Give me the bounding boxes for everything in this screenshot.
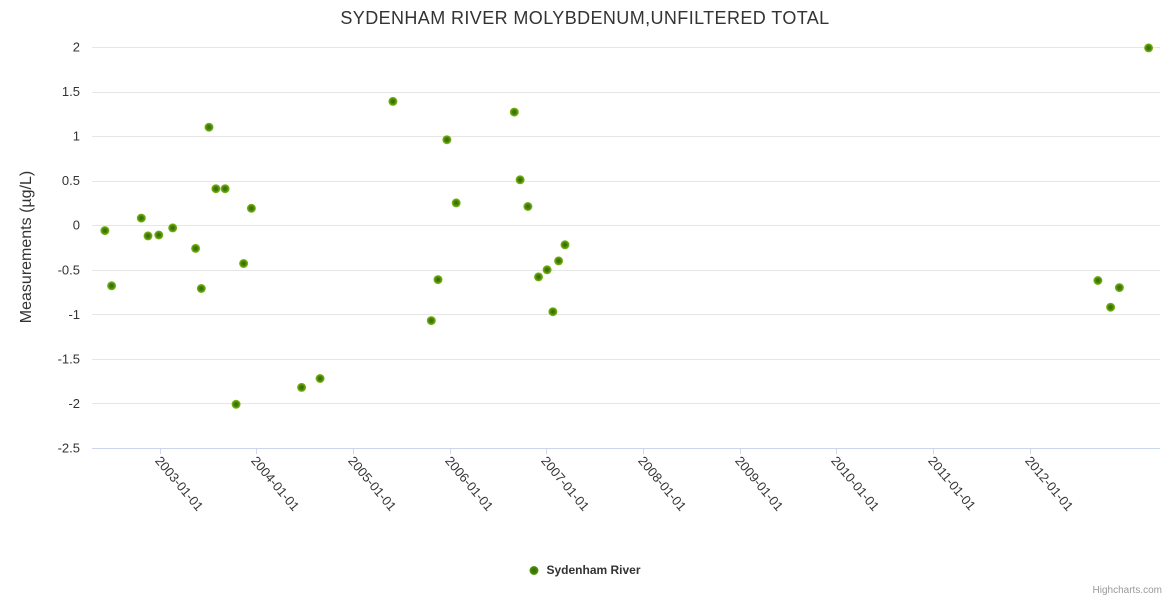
data-point[interactable] (136, 213, 146, 223)
data-point[interactable] (168, 223, 178, 233)
data-point[interactable] (442, 135, 452, 145)
x-axis-tick-label: 2007-01-01 (538, 453, 592, 514)
data-point[interactable] (220, 184, 230, 194)
y-axis-tick-label: 1 (73, 129, 80, 144)
y-axis-tick-label: -2.5 (58, 441, 80, 456)
x-axis-tick-label: 2010-01-01 (828, 453, 882, 514)
data-point[interactable] (426, 316, 436, 326)
data-point[interactable] (542, 265, 552, 275)
legend-label: Sydenham River (546, 563, 641, 577)
data-point[interactable] (239, 259, 249, 268)
y-axis-tick-label: -2 (68, 396, 80, 411)
data-point[interactable] (515, 175, 525, 185)
data-point[interactable] (534, 272, 543, 282)
data-point[interactable] (211, 184, 221, 194)
x-axis-tick-label: 2012-01-01 (1022, 453, 1076, 514)
data-point[interactable] (143, 231, 153, 241)
data-point[interactable] (315, 374, 325, 383)
y-axis-tick-label: -0.5 (58, 262, 80, 277)
data-point[interactable] (107, 281, 117, 291)
data-point[interactable] (451, 198, 461, 208)
data-point[interactable] (204, 122, 214, 132)
data-point[interactable] (548, 307, 558, 317)
data-point[interactable] (231, 399, 241, 409)
legend-marker-icon (529, 565, 539, 575)
data-point[interactable] (191, 243, 201, 253)
legend-item[interactable]: Sydenham River (529, 563, 641, 577)
data-point[interactable] (1106, 302, 1116, 312)
x-axis-tick-label: 2008-01-01 (635, 453, 689, 514)
data-point[interactable] (297, 382, 307, 392)
highcharts-credits-link[interactable]: Highcharts.com (1092, 585, 1162, 596)
data-point[interactable] (509, 107, 519, 117)
y-axis-tick-label: 2 (73, 40, 80, 55)
data-point[interactable] (154, 230, 164, 240)
x-axis-tick-label: 2005-01-01 (345, 453, 399, 514)
y-axis-tick-label: 1.5 (62, 84, 80, 99)
y-axis-tick-label: -1 (68, 307, 80, 322)
data-point[interactable] (433, 275, 443, 285)
y-axis-tick-label: 0.5 (62, 173, 80, 188)
x-axis-tick-label: 2004-01-01 (248, 453, 302, 514)
data-point[interactable] (1144, 43, 1154, 53)
data-point[interactable] (554, 256, 564, 266)
data-point[interactable] (100, 226, 110, 236)
y-axis-title: Measurements (µg/L) (18, 170, 35, 324)
data-point[interactable] (246, 203, 256, 213)
data-point[interactable] (523, 202, 533, 211)
x-axis-tick-label: 2003-01-01 (152, 453, 206, 514)
data-point[interactable] (560, 240, 570, 250)
chart-title: SYDENHAM RIVER MOLYBDENUM,UNFILTERED TOT… (340, 8, 830, 28)
data-point[interactable] (1114, 283, 1124, 293)
data-point[interactable] (388, 96, 398, 106)
x-axis-tick-label: 2006-01-01 (442, 453, 496, 514)
y-axis-tick-label: 0 (73, 218, 80, 233)
x-axis-tick-label: 2009-01-01 (732, 453, 786, 514)
x-axis-tick-label: 2011-01-01 (925, 453, 979, 513)
data-point[interactable] (1093, 276, 1103, 285)
data-point[interactable] (196, 284, 206, 293)
y-axis-tick-label: -1.5 (58, 351, 80, 366)
